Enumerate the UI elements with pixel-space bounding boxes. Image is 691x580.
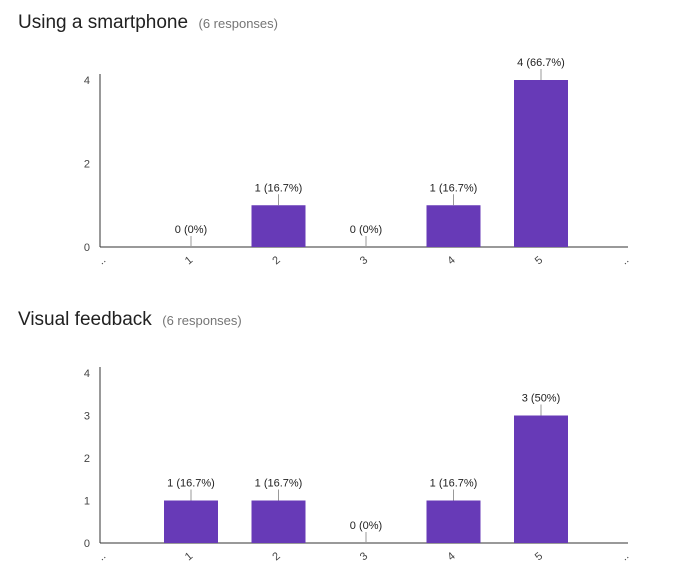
y-tick-label: 1 (84, 496, 90, 508)
x-edge-label: .. (619, 550, 631, 563)
y-tick-label: 2 (84, 453, 90, 465)
data-label: 4 (66.7%) (517, 57, 565, 69)
response-count: (6 responses) (162, 313, 242, 328)
data-label: 3 (50%) (522, 393, 561, 405)
x-edge-label: .. (96, 550, 108, 563)
data-label: 0 (0%) (175, 224, 207, 236)
bar (164, 500, 218, 543)
x-tick-label: 1 (183, 550, 195, 563)
y-tick-label: 0 (84, 242, 90, 254)
y-tick-label: 3 (84, 411, 90, 423)
data-label: 0 (0%) (350, 520, 382, 532)
bar (514, 415, 568, 543)
x-tick-label: 1 (183, 254, 195, 267)
x-edge-label: .. (96, 254, 108, 267)
bar (251, 205, 306, 247)
bar (251, 500, 306, 543)
chart-title: Using a smartphone (18, 12, 189, 33)
x-tick-label: 5 (533, 254, 545, 267)
x-tick-label: 4 (445, 254, 457, 267)
bar (426, 500, 481, 543)
y-tick-label: 2 (84, 159, 90, 171)
data-label: 1 (16.7%) (430, 478, 478, 490)
y-tick-label: 0 (84, 538, 90, 550)
bar-chart-visual-feedback: 0 1 2 3 4.. .. 1 (16.7%) 1 1 (16.7%) 2 0 (0%) 3 1 (1… (84, 367, 631, 563)
chart-header-visual-feedback: Visual feedback (6 responses) (18, 309, 242, 331)
data-label: 1 (16.7%) (167, 478, 215, 490)
x-tick-label: 4 (445, 550, 457, 563)
x-tick-label: 2 (270, 254, 282, 267)
data-label: 1 (16.7%) (430, 182, 478, 194)
x-tick-label: 3 (358, 254, 370, 267)
y-tick-label: 4 (84, 75, 90, 87)
data-label: 1 (16.7%) (255, 182, 303, 194)
x-tick-label: 2 (270, 550, 282, 563)
x-tick-label: 3 (358, 550, 370, 563)
response-count: (6 responses) (198, 16, 278, 31)
bar (426, 205, 481, 247)
chart-header-smartphone: Using a smartphone (6 responses) (18, 12, 278, 34)
x-tick-label: 5 (533, 550, 545, 563)
data-label: 1 (16.7%) (255, 478, 303, 490)
x-edge-label: .. (619, 254, 631, 267)
chart-title: Visual feedback (18, 309, 152, 330)
bar-chart-smartphone: 0 2 4.. .. 0 (0%) 1 1 (16.7%) 2 0 (0%) 3 1 (16.7%)… (84, 57, 631, 267)
bar (514, 80, 568, 247)
data-label: 0 (0%) (350, 224, 382, 236)
y-tick-label: 4 (84, 368, 90, 380)
